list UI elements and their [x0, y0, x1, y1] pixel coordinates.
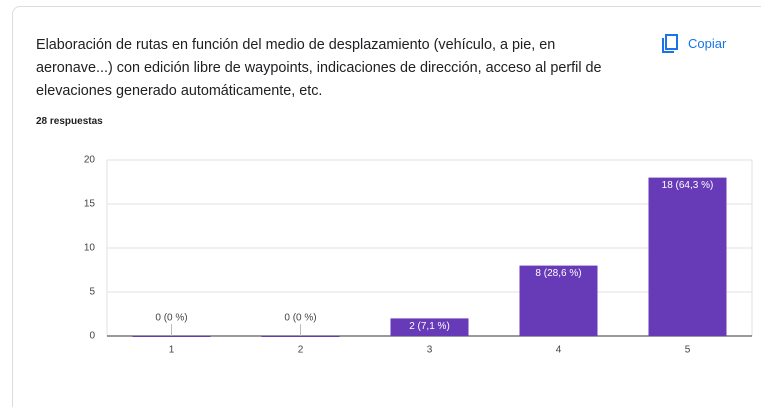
- copy-icon: [662, 34, 678, 53]
- x-tick-label: 3: [427, 345, 433, 356]
- data-label: 8 (28,6 %): [535, 268, 581, 279]
- data-label: 0 (0 %): [155, 313, 187, 324]
- y-tick-label: 0: [89, 331, 95, 342]
- data-label: 0 (0 %): [284, 313, 316, 324]
- card: [12, 6, 761, 407]
- x-tick-label: 2: [298, 345, 304, 356]
- y-tick-label: 20: [84, 155, 96, 166]
- copy-button[interactable]: Copiar: [660, 33, 726, 53]
- bar: [132, 336, 211, 337]
- y-tick-label: 5: [89, 287, 95, 298]
- x-tick-label: 1: [169, 345, 175, 356]
- bar: [390, 318, 469, 336]
- x-tick-label: 4: [556, 345, 562, 356]
- question-title: Elaboración de rutas en función del medi…: [36, 37, 602, 99]
- y-tick-label: 15: [84, 199, 96, 210]
- bar: [261, 336, 340, 337]
- response-count: 28 respuestas: [36, 116, 103, 127]
- data-label: 18 (64,3 %): [662, 180, 714, 191]
- x-tick-label: 5: [685, 345, 691, 356]
- bar: [519, 265, 598, 336]
- y-tick-label: 10: [84, 243, 96, 254]
- bar: [648, 177, 727, 336]
- copy-label: Copiar: [688, 35, 727, 51]
- data-label: 2 (7,1 %): [409, 321, 450, 332]
